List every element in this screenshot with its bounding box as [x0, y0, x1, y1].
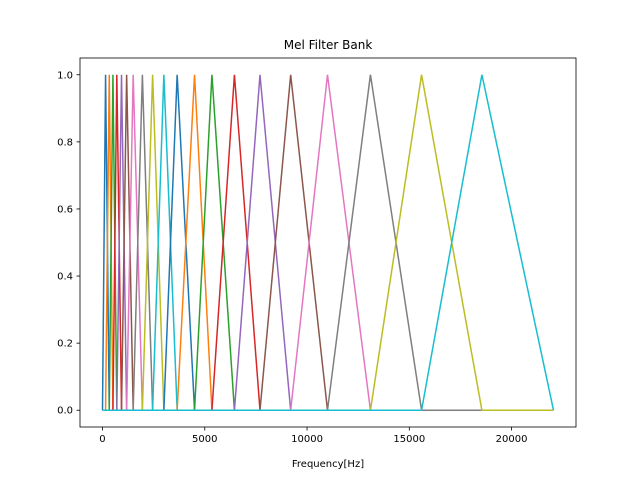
plot-frame — [79, 57, 577, 428]
y-tick-label: 0.6 — [57, 204, 73, 215]
x-tick-label: 0 — [99, 434, 105, 445]
x-axis: 0 5000 10000 15000 20000 — [99, 427, 527, 445]
x-tick-label: 5000 — [192, 434, 217, 445]
x-tick-label: 15000 — [393, 434, 425, 445]
x-axis-label: Frequency[Hz] — [292, 459, 364, 470]
mel-filter-11-line — [102, 74, 554, 411]
y-tick-label: 0.4 — [57, 272, 73, 283]
y-tick-label: 0.0 — [57, 406, 73, 417]
y-tick-label: 0.8 — [57, 137, 73, 148]
y-axis: 0.0 0.2 0.4 0.6 0.8 1.0 — [57, 70, 80, 417]
chart-title: Mel Filter Bank — [284, 38, 373, 52]
y-tick-label: 1.0 — [57, 70, 73, 81]
x-tick-label: 10000 — [291, 434, 323, 445]
x-tick-label: 20000 — [496, 434, 528, 445]
y-tick-label: 0.2 — [57, 339, 73, 350]
mel-filter-20-line — [102, 74, 555, 411]
plot-area — [79, 57, 577, 428]
